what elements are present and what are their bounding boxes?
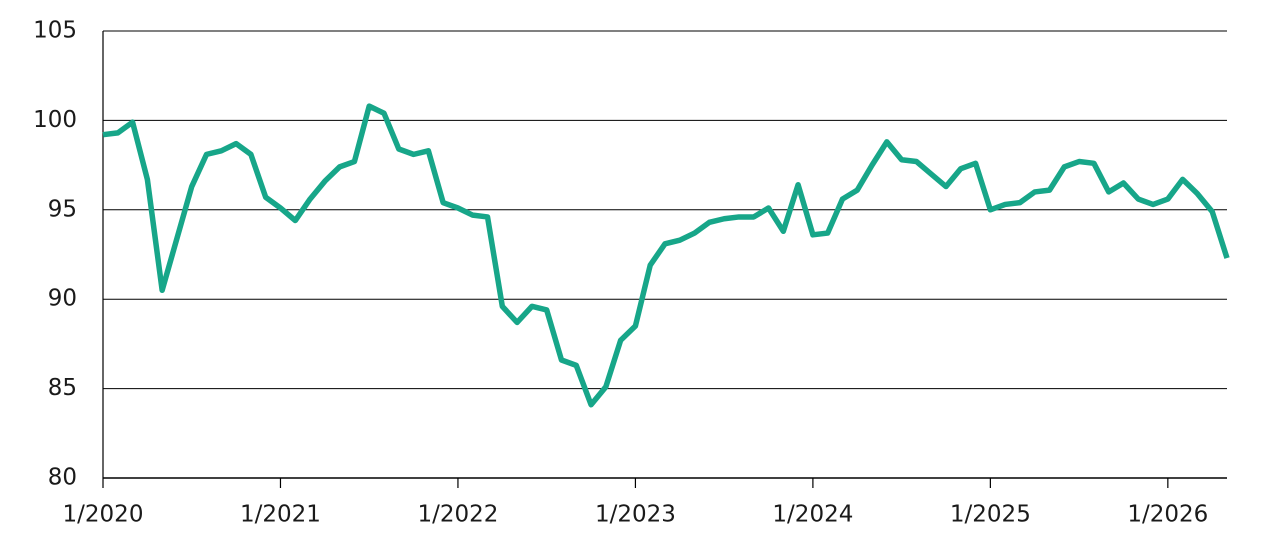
x-tick-label: 1/2025 bbox=[950, 502, 1031, 528]
x-tick-label: 1/2024 bbox=[772, 502, 853, 528]
y-tick-label: 80 bbox=[48, 465, 77, 491]
y-tick-label: 90 bbox=[48, 286, 77, 312]
line bbox=[102, 103, 1230, 408]
y-tick-label: 105 bbox=[33, 18, 77, 44]
x-tick-label: 1/2026 bbox=[1127, 502, 1208, 528]
y-tick-label: 85 bbox=[48, 375, 77, 401]
x-tick-label: 1/2021 bbox=[240, 502, 321, 528]
x-tick-label: 1/2020 bbox=[63, 502, 144, 528]
y-tick-label: 95 bbox=[48, 196, 77, 222]
x-tick-label: 1/2023 bbox=[595, 502, 676, 528]
x-tick-label: 1/2022 bbox=[417, 502, 498, 528]
y-tick-label: 100 bbox=[33, 107, 77, 133]
